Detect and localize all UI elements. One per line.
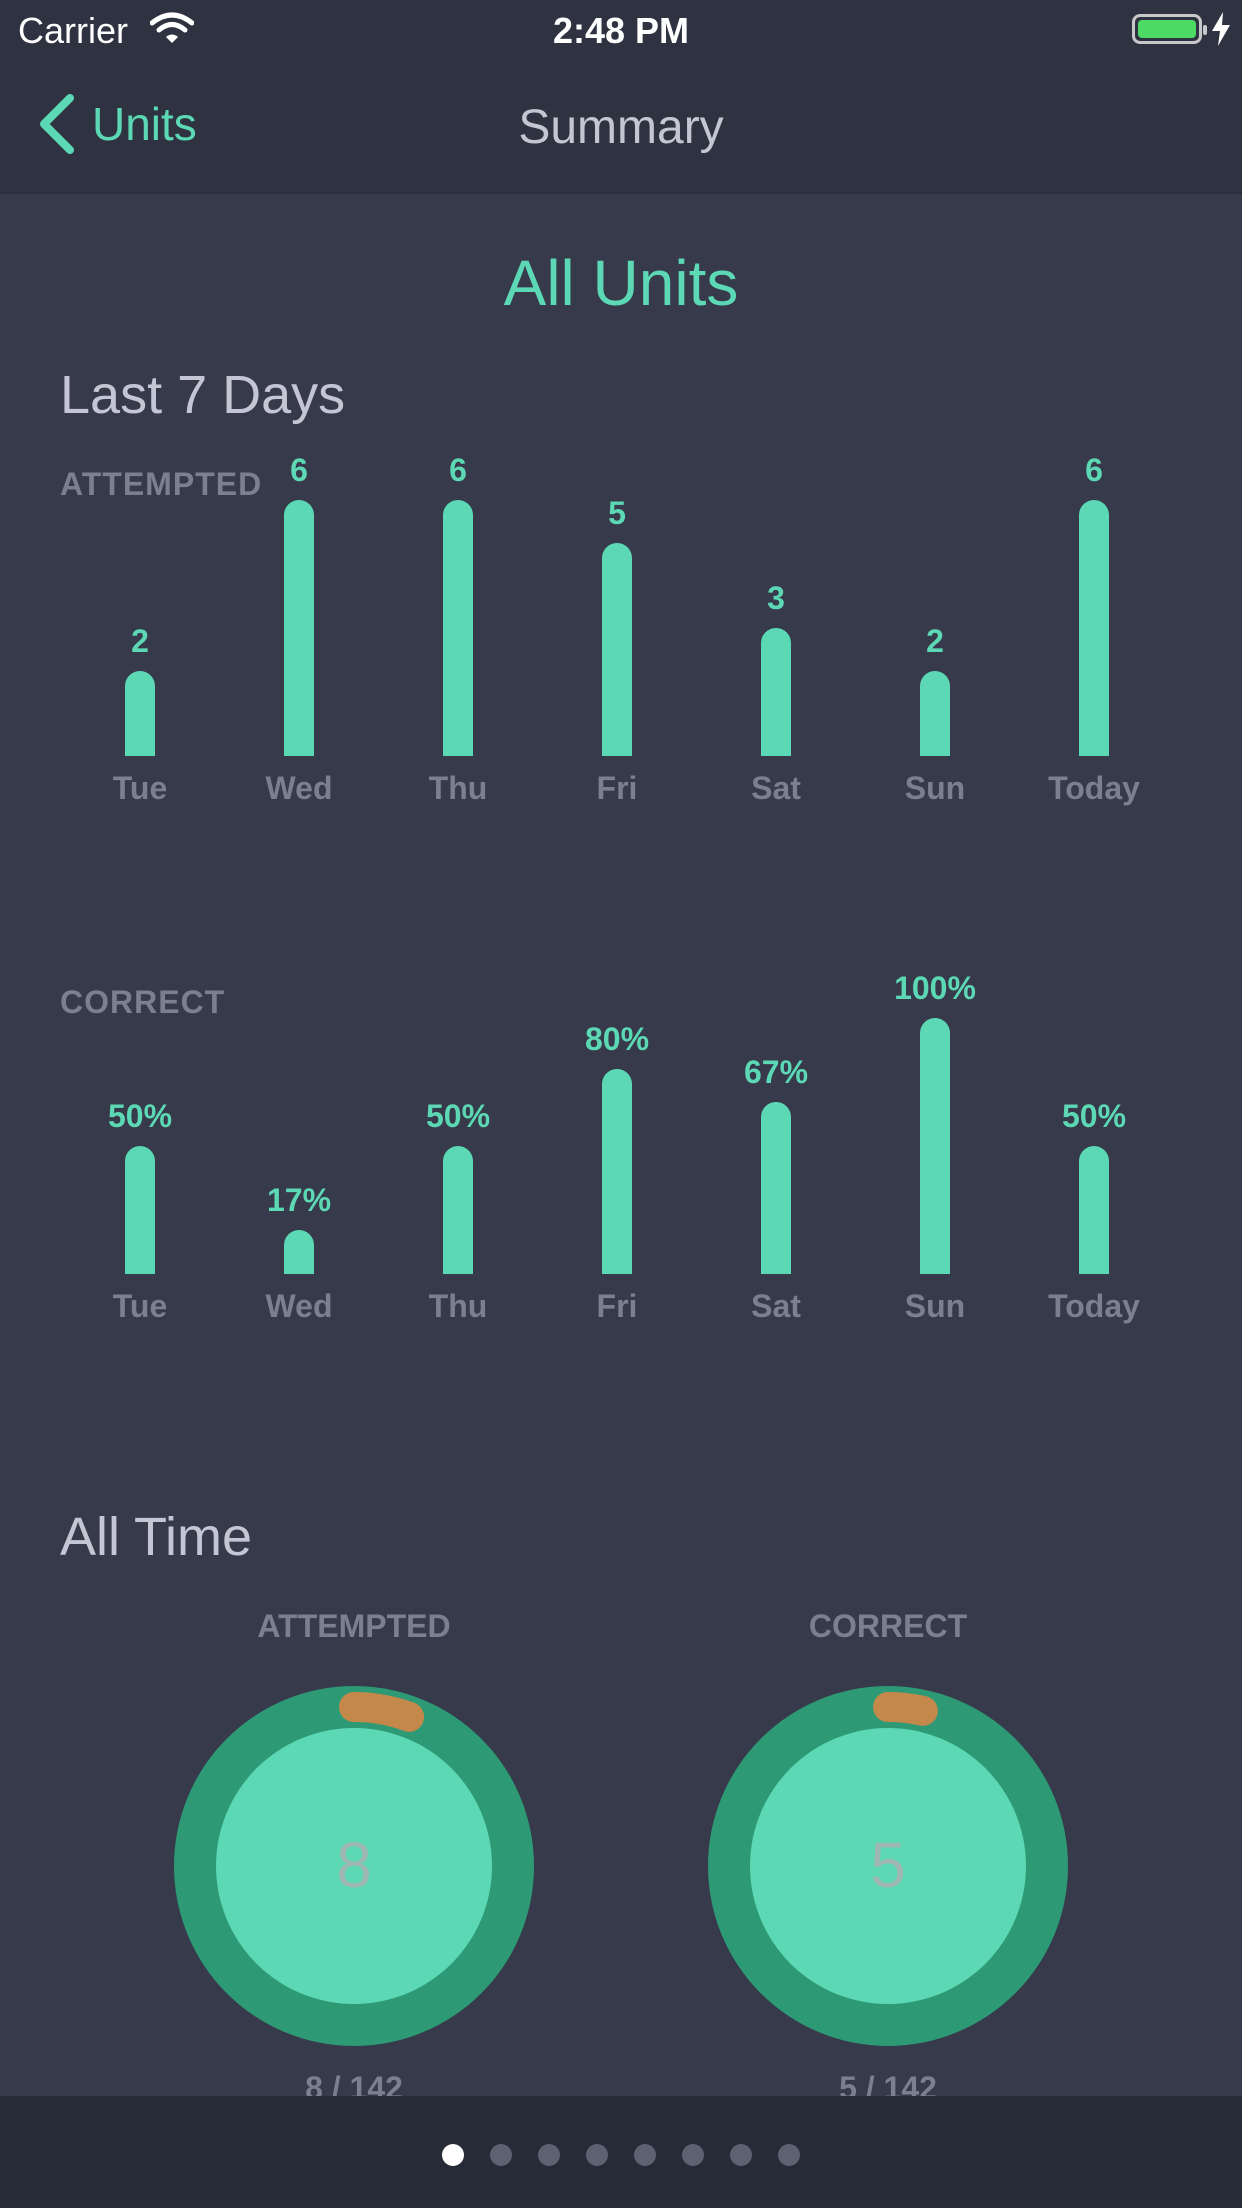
nav-title: Summary (518, 101, 724, 154)
correct-bar-chart: 50% Tue 17% Wed 50% Thu 80% Fri 67% Sat 100% Sun 50%… (0, 970, 1242, 1332)
bar-category-label: Sun (904, 770, 966, 806)
page-dot[interactable] (538, 2144, 560, 2166)
bar-category-label: Wed (265, 1288, 333, 1324)
status-bar: Carrier 2:48 PM (0, 0, 1242, 62)
attempted-count: 8 (336, 1829, 372, 1901)
ring-progress-arc (714, 1692, 1062, 2040)
chart-bar (761, 628, 791, 756)
bar-value-label: 80% (584, 1021, 650, 1058)
correct-count: 5 (870, 1829, 906, 1901)
summary-content[interactable]: All Units Last 7 Days ATTEMPTED 2 Tue 6 Wed… (0, 194, 1242, 2096)
page-dot[interactable] (442, 2144, 464, 2166)
page-header: All Units (503, 247, 739, 319)
chart-bar (443, 1146, 473, 1274)
page-dot[interactable] (634, 2144, 656, 2166)
ring-progress-arc (180, 1692, 528, 2040)
attempted-progress-ring (174, 1686, 534, 2046)
attempted-bar-chart: 2 Tue 6 Wed 6 Thu 5 Fri 3 Sat 2 Sun 6 Today (0, 452, 1242, 814)
bar-value-label: 6 (290, 452, 308, 488)
chart-bar (125, 1146, 155, 1274)
bar-category-label: Today (1048, 1288, 1140, 1324)
correct-fraction: 5 / 142 (839, 2070, 937, 2096)
bar-value-label: 3 (767, 580, 785, 616)
nav-bar: Units Summary (0, 62, 1242, 194)
page-dot[interactable] (586, 2144, 608, 2166)
bar-value-label: 100% (894, 970, 976, 1006)
attempted-chart-label: ATTEMPTED (60, 466, 263, 502)
ring-center (750, 1728, 1026, 2004)
bar-value-label: 2 (926, 622, 944, 659)
chart-bar (1079, 500, 1109, 756)
back-button-label: Units (92, 98, 197, 150)
chart-bar (443, 500, 473, 756)
bar-category-label: Sat (751, 770, 801, 806)
attempted-ring-label: ATTEMPTED (257, 1608, 451, 1644)
carrier-label: Carrier (18, 10, 129, 51)
bar-value-label: 50% (107, 1098, 173, 1134)
bar-category-label: Fri (596, 1288, 638, 1324)
chart-bar (602, 542, 632, 756)
page-dot[interactable] (778, 2144, 800, 2166)
last-7-days-title: Last 7 Days (60, 365, 346, 425)
chart-bar (284, 500, 314, 756)
bar-category-label: Tue (112, 770, 168, 806)
page-dot[interactable] (730, 2144, 752, 2166)
bar-category-label: Sun (904, 1288, 966, 1324)
chevron-left-icon (40, 94, 74, 154)
page-control (0, 2096, 1242, 2208)
all-time-title: All Time (60, 1507, 253, 1567)
bar-category-label: Wed (265, 770, 333, 806)
chart-bar (920, 670, 950, 756)
bar-category-label: Thu (428, 1288, 488, 1324)
bar-value-label: 5 (608, 494, 626, 531)
page-dots (0, 2144, 1242, 2166)
correct-chart-label: CORRECT (60, 984, 226, 1020)
bar-category-label: Sat (751, 1288, 801, 1324)
bar-value-label: 6 (449, 452, 467, 488)
attempted-fraction: 8 / 142 (305, 2070, 403, 2096)
bar-category-label: Fri (596, 770, 638, 806)
chart-bar (125, 670, 155, 756)
bar-category-label: Tue (112, 1288, 168, 1324)
chart-bar (920, 1018, 950, 1274)
page-dot[interactable] (490, 2144, 512, 2166)
bar-value-label: 2 (131, 622, 149, 659)
page-dot[interactable] (682, 2144, 704, 2166)
correct-ring-label: CORRECT (808, 1608, 968, 1644)
bar-value-label: 67% (743, 1054, 809, 1091)
chart-bar (602, 1069, 632, 1274)
chart-bar (761, 1102, 791, 1274)
bar-value-label: 50% (425, 1098, 491, 1134)
correct-progress-ring (708, 1686, 1068, 2046)
status-time: 2:48 PM (552, 10, 690, 51)
ring-center (216, 1728, 492, 2004)
chart-bar (1079, 1146, 1109, 1274)
back-button[interactable]: Units (34, 94, 197, 154)
battery-icon (1132, 14, 1207, 44)
bar-category-label: Thu (428, 770, 488, 806)
wifi-icon (149, 12, 195, 49)
bar-value-label: 6 (1085, 452, 1103, 488)
bar-category-label: Today (1048, 770, 1140, 806)
bar-value-label: 17% (266, 1182, 332, 1219)
bar-value-label: 50% (1061, 1098, 1127, 1134)
charging-icon (1212, 12, 1230, 51)
chart-bar (284, 1230, 314, 1274)
